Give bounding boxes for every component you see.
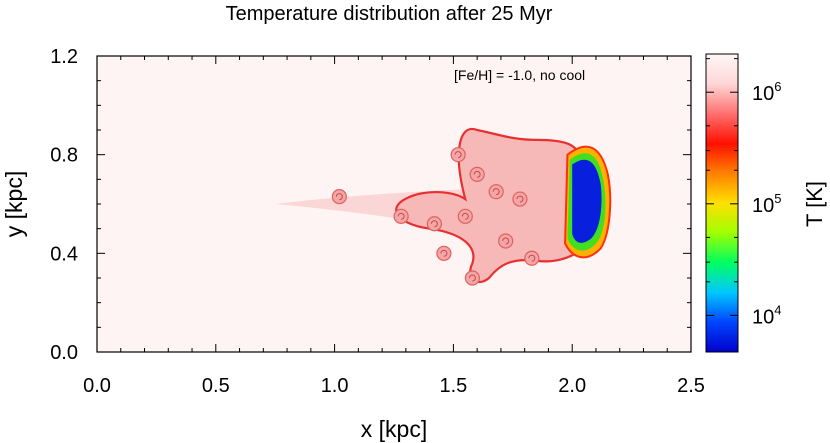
colorbar-gradient bbox=[705, 53, 739, 353]
colorbar-tick-label: 106 bbox=[752, 79, 781, 105]
y-tick-label: 0.0 bbox=[50, 342, 78, 364]
vortex-9 bbox=[498, 233, 514, 249]
cold-cloud-core bbox=[572, 159, 602, 243]
vortex-swirl-3 bbox=[461, 212, 469, 220]
vortex-3 bbox=[457, 208, 473, 224]
chart-title: Temperature distribution after 25 Myr bbox=[226, 3, 553, 25]
y-axis-label: y [kpc] bbox=[1, 171, 27, 237]
vortex-swirl-5 bbox=[473, 170, 481, 178]
x-axis-label: x [kpc] bbox=[361, 416, 427, 442]
vortex-swirl-4 bbox=[454, 151, 462, 159]
vortex-swirl-8 bbox=[516, 195, 524, 203]
vortex-swirl-6 bbox=[468, 274, 476, 282]
colorbar-tick-label: 105 bbox=[752, 191, 781, 217]
y-tick-label: 0.4 bbox=[50, 243, 78, 265]
vortex-5 bbox=[469, 166, 485, 182]
vortex-10 bbox=[524, 250, 540, 266]
heatmap-plot-area: 0.0 0.5 1.0 1.5 2.0 2.5 0.0 0.4 0.8 1.2 bbox=[50, 46, 705, 397]
vortex-7 bbox=[488, 184, 504, 200]
vortex-swirl-2 bbox=[430, 220, 438, 228]
x-tick-label: 1.5 bbox=[439, 375, 467, 397]
vortex-swirl-10 bbox=[528, 254, 536, 262]
x-tick-label: 2.0 bbox=[558, 375, 586, 397]
y-tick-label: 1.2 bbox=[50, 46, 78, 68]
y-tick-label: 0.8 bbox=[50, 145, 78, 167]
x-tick-label: 0.0 bbox=[83, 375, 111, 397]
vortex-0 bbox=[331, 189, 347, 205]
vortex-1 bbox=[393, 208, 409, 224]
vortex-swirl-9 bbox=[502, 237, 510, 245]
vortex-swirl-7 bbox=[492, 188, 500, 196]
x-tick-label: 1.0 bbox=[321, 375, 349, 397]
vortex-swirl-0 bbox=[335, 193, 343, 201]
x-tick-label: 0.5 bbox=[202, 375, 230, 397]
vortex-11 bbox=[436, 245, 452, 261]
vortex-6 bbox=[464, 270, 481, 286]
vortex-8 bbox=[512, 191, 528, 207]
vortex-4 bbox=[450, 147, 466, 163]
colorbar-tick-label: 104 bbox=[752, 302, 781, 328]
colorbar-label: T [K] bbox=[802, 181, 827, 227]
vortex-2 bbox=[426, 216, 442, 232]
vortex-swirl-11 bbox=[440, 249, 448, 257]
colorbar: 104 105 106 T [K] bbox=[705, 53, 827, 353]
x-tick-label: 2.5 bbox=[677, 375, 705, 397]
vortex-swirl-1 bbox=[397, 212, 405, 220]
annotation-label: [Fe/H] = -1.0, no cool bbox=[454, 67, 585, 83]
